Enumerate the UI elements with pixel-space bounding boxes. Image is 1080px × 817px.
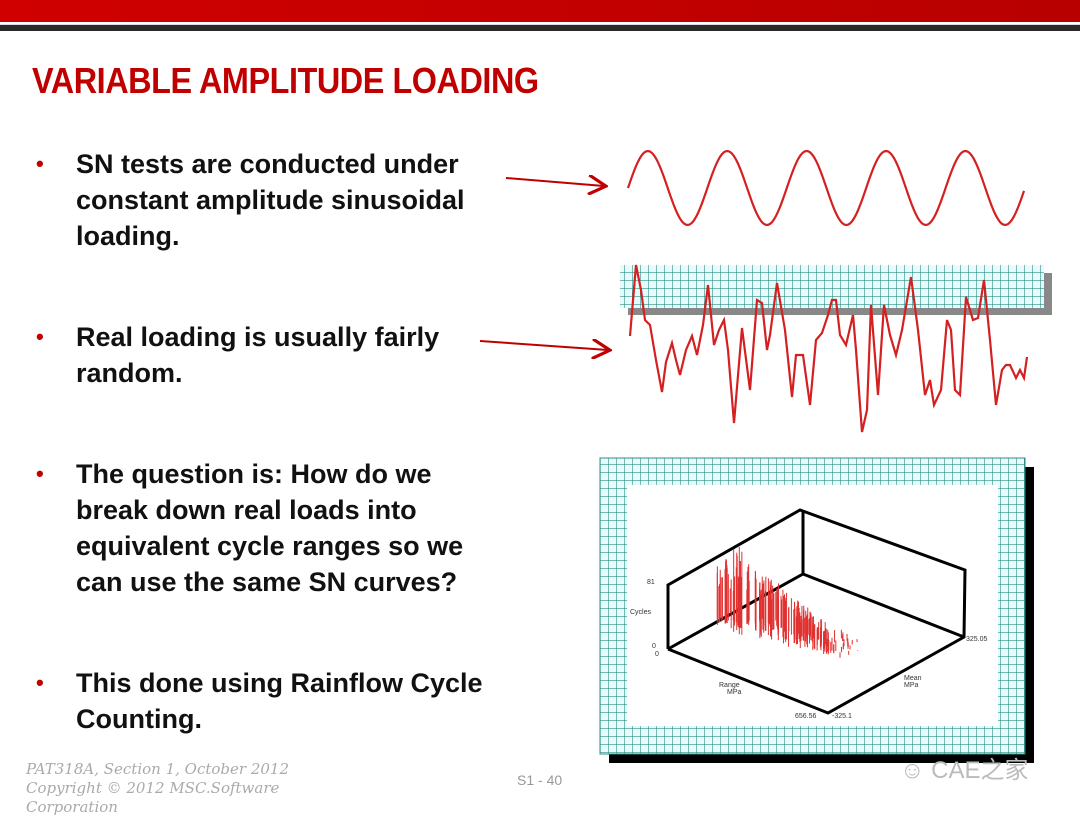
bullet-text: Real loading is usually fairly random. <box>76 322 440 388</box>
z-axis-label: Cycles <box>630 609 652 616</box>
origin-label: 0 <box>655 651 659 658</box>
header-bar <box>0 0 1080 22</box>
chat-bubble-icon: ☺ <box>900 757 932 784</box>
watermark: ☺ CAE之家 <box>900 757 1029 784</box>
bullet-icon: • <box>36 461 44 486</box>
footer-line-1: PAT318A, Section 1, October 2012 <box>26 760 289 778</box>
slide-title: VARIABLE AMPLITUDE LOADING <box>32 60 539 101</box>
mean-min-label: -325.1 <box>832 713 852 720</box>
rainflow-histogram-bars <box>716 546 861 658</box>
footer-text: PAT318A, Section 1, October 2012 Copyrig… <box>26 760 289 817</box>
arrow-to-random <box>479 341 608 350</box>
mean-axis-unit: MPa <box>904 682 919 689</box>
bullet-icon: • <box>36 151 44 176</box>
arrow-to-sine <box>505 178 604 186</box>
mean-axis-label: Mean <box>904 675 922 682</box>
sine-wave <box>626 149 1026 227</box>
range-max-label: 656.56 <box>795 713 817 720</box>
plot-area <box>627 485 998 726</box>
mean-max-label: 325.05 <box>966 636 988 643</box>
page-number: S1 - 40 <box>517 772 563 788</box>
footer-line-3: Corporation <box>26 798 118 816</box>
header-divider <box>0 24 1080 31</box>
bullet-text: The question is: How do we break down re… <box>76 459 464 597</box>
bullet-icon: • <box>36 670 44 695</box>
3d-box <box>666 508 967 715</box>
z-min-label: 0 <box>652 643 656 650</box>
range-axis-label: Range <box>719 682 740 689</box>
random-load-signal <box>628 264 1029 433</box>
range-axis-unit: MPa <box>727 689 742 696</box>
bullet-text: SN tests are conducted under constant am… <box>76 149 465 251</box>
footer-line-2: Copyright © 2012 MSC.Software <box>26 779 280 797</box>
bullet-icon: • <box>36 324 44 349</box>
bullet-text: This done using Rainflow Cycle Counting. <box>76 668 483 734</box>
z-max-label: 81 <box>647 579 655 586</box>
